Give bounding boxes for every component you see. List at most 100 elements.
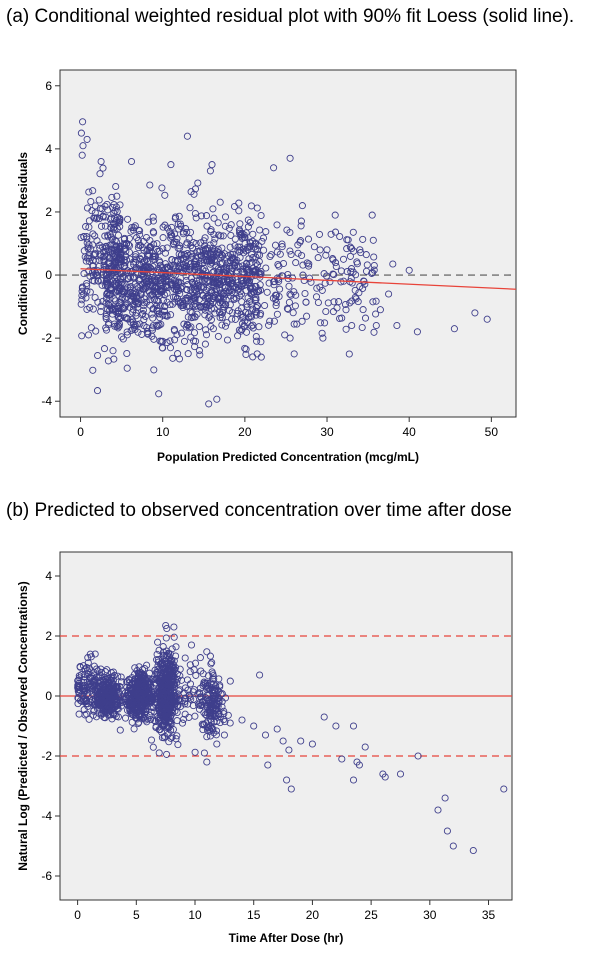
data-point — [109, 347, 117, 355]
data-point — [293, 320, 301, 328]
data-point — [84, 331, 93, 339]
data-point — [115, 693, 123, 701]
data-point — [80, 673, 88, 681]
data-point — [184, 313, 192, 321]
data-point — [244, 216, 252, 224]
data-point — [102, 315, 110, 323]
data-point — [285, 746, 293, 754]
data-point — [83, 287, 91, 295]
data-point — [194, 690, 202, 698]
data-point — [165, 738, 173, 746]
data-point — [156, 314, 164, 322]
data-point — [88, 672, 96, 680]
data-point — [352, 271, 360, 279]
data-point — [114, 321, 122, 329]
data-point — [230, 202, 239, 211]
data-point — [193, 302, 201, 310]
data-point — [349, 776, 358, 784]
x-tick-label: 35 — [482, 908, 496, 922]
data-point — [283, 226, 291, 234]
data-point — [173, 294, 182, 303]
data-point — [176, 665, 184, 673]
data-point — [434, 806, 442, 814]
data-point — [173, 717, 181, 725]
data-point — [271, 241, 280, 249]
data-point — [247, 313, 256, 321]
data-point — [290, 320, 298, 328]
data-point — [235, 262, 243, 271]
data-point — [235, 226, 243, 234]
data-point — [337, 278, 345, 286]
data-point — [221, 322, 230, 330]
data-point — [219, 232, 227, 240]
data-point — [196, 351, 204, 359]
data-point — [90, 251, 98, 259]
data-point — [118, 678, 126, 686]
data-point — [80, 686, 88, 695]
data-point — [255, 268, 263, 276]
data-point — [209, 251, 217, 259]
data-point — [147, 736, 156, 744]
data-point — [208, 161, 216, 169]
data-point — [289, 309, 297, 317]
data-point — [176, 244, 184, 252]
data-point — [236, 243, 244, 251]
data-point — [169, 293, 177, 301]
data-point — [303, 312, 311, 320]
data-point — [278, 243, 286, 251]
data-point — [183, 294, 191, 302]
data-point — [168, 663, 176, 671]
data-point — [213, 395, 221, 403]
data-point — [135, 226, 143, 234]
data-point — [209, 325, 217, 333]
data-point — [74, 684, 82, 692]
data-point — [250, 267, 258, 275]
data-point — [159, 643, 167, 651]
data-point — [202, 331, 211, 339]
data-point — [176, 686, 184, 694]
data-point — [286, 334, 294, 342]
data-point — [283, 304, 291, 313]
data-point — [196, 690, 204, 698]
x-tick-label: 0 — [77, 425, 84, 439]
data-point — [131, 274, 139, 282]
data-point — [342, 325, 350, 333]
data-point — [324, 299, 332, 307]
data-point — [78, 151, 86, 159]
data-point — [222, 301, 230, 309]
data-point — [274, 260, 282, 269]
scatter-points — [77, 118, 491, 408]
data-point — [142, 708, 150, 716]
y-tick-label: 0 — [45, 268, 52, 282]
data-point — [199, 246, 207, 254]
data-point — [128, 685, 136, 693]
data-point — [315, 230, 324, 238]
data-point — [216, 294, 224, 302]
data-point — [96, 170, 104, 178]
data-point — [201, 311, 209, 319]
data-point — [184, 350, 192, 358]
data-point — [235, 326, 243, 334]
data-point — [142, 284, 150, 292]
data-point — [235, 207, 243, 215]
data-point — [112, 182, 120, 191]
data-point — [298, 251, 306, 260]
data-point — [191, 209, 199, 218]
data-point — [273, 310, 281, 318]
data-point — [234, 285, 243, 293]
data-point — [148, 326, 157, 334]
data-point — [173, 331, 181, 339]
data-point — [323, 272, 331, 280]
data-point — [227, 231, 235, 239]
data-point — [220, 275, 228, 283]
data-point — [208, 668, 216, 676]
data-point — [128, 223, 136, 232]
data-point — [116, 243, 124, 251]
panel-a-title: (a) Conditional weighted residual plot w… — [6, 6, 575, 27]
data-point — [305, 260, 313, 268]
data-point — [89, 271, 98, 279]
data-point — [469, 846, 477, 855]
data-point — [101, 703, 109, 711]
data-point — [99, 270, 107, 279]
x-tick-label: 0 — [74, 908, 81, 922]
